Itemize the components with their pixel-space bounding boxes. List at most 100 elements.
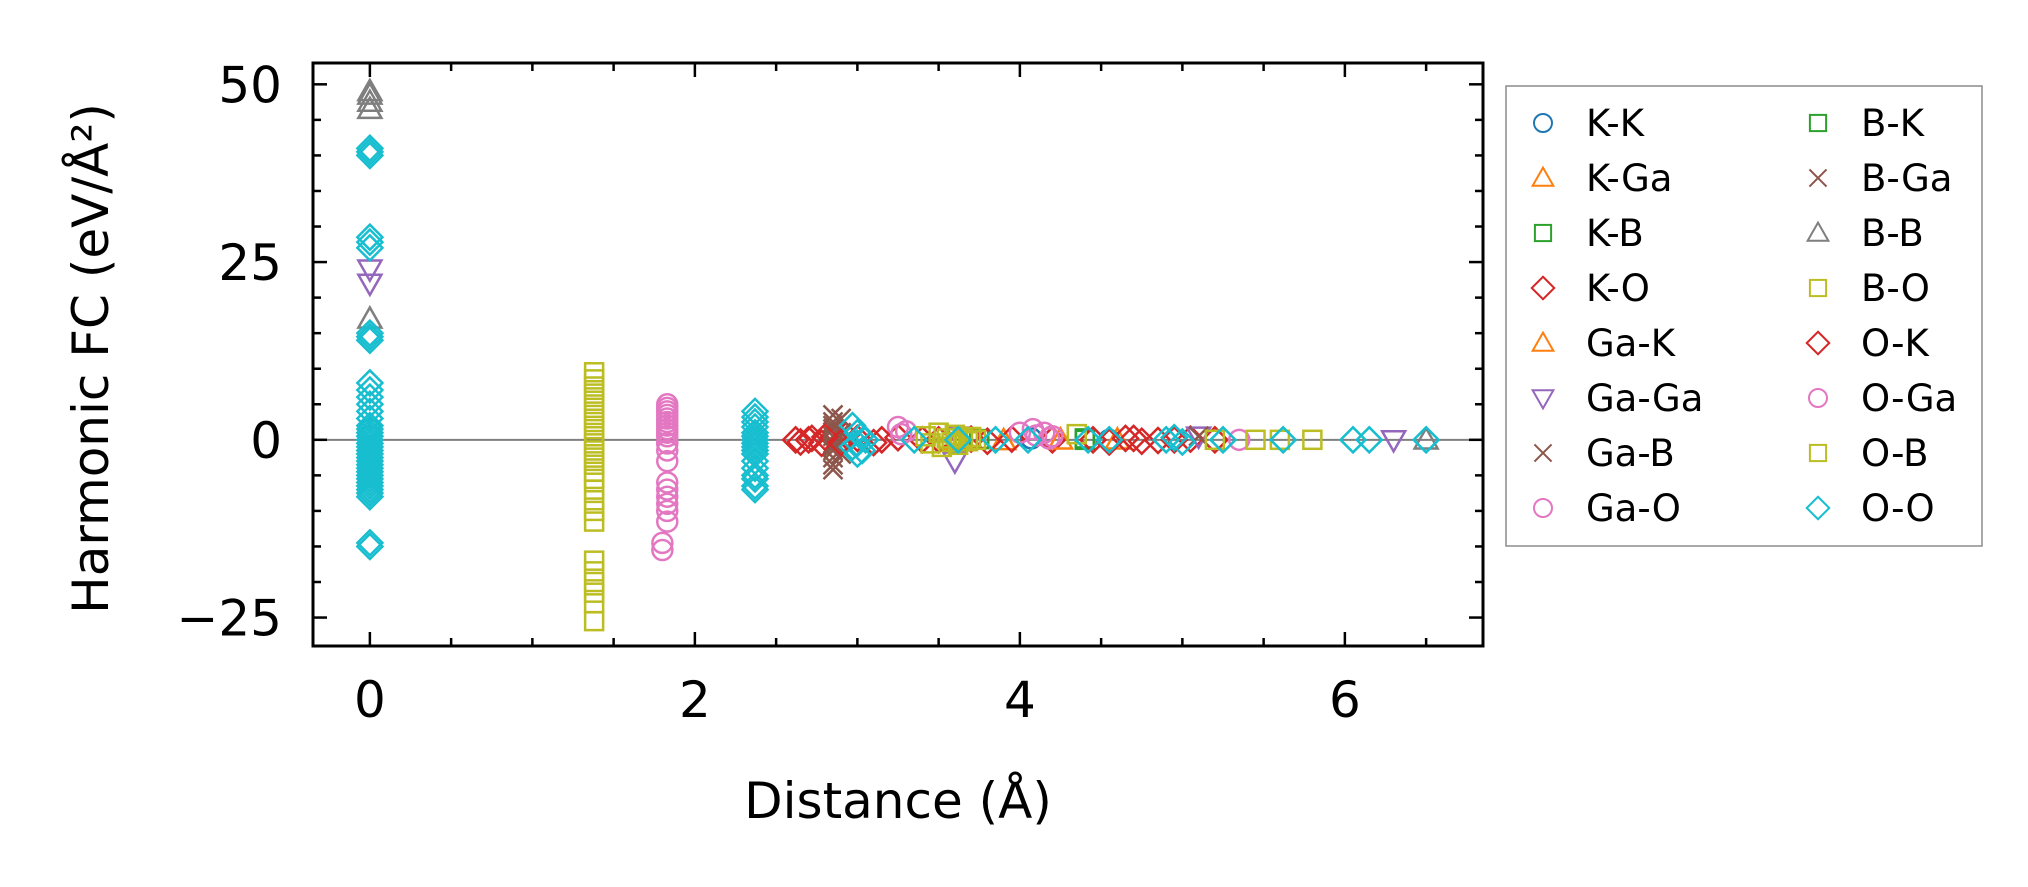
data-point [355, 134, 385, 163]
legend-marker [1533, 498, 1553, 518]
data-point [583, 500, 605, 522]
data-point [355, 414, 385, 444]
data-point [583, 571, 605, 593]
data-point [656, 478, 679, 501]
data-point [1302, 429, 1323, 451]
data-point [583, 582, 605, 603]
data-point [1354, 425, 1384, 455]
data-point [943, 425, 973, 455]
data-point [355, 468, 385, 497]
legend-marker [1805, 330, 1831, 356]
data-point [1168, 427, 1197, 457]
data-point [656, 449, 679, 473]
legend-entry: B-K [1808, 102, 1926, 145]
data-point [1159, 425, 1189, 455]
legend-marker [1805, 495, 1831, 521]
legend-label: O-K [1861, 322, 1931, 365]
legend-marker [1530, 275, 1556, 301]
legend-marker [1533, 443, 1553, 463]
y-tick-label: 50 [218, 56, 282, 114]
data-point [656, 499, 679, 523]
legend-label: B-Ga [1861, 157, 1952, 200]
legend-entry: Ga-O [1533, 487, 1681, 530]
data-point [355, 461, 385, 490]
data-point [583, 561, 605, 582]
data-point [851, 425, 880, 455]
data-point [1245, 429, 1266, 451]
legend-label: K-K [1586, 102, 1646, 145]
data-point [740, 475, 770, 504]
legend-label: Ga-O [1586, 487, 1681, 530]
series-o-o [355, 134, 1441, 561]
data-point [583, 550, 605, 571]
data-point [1041, 425, 1064, 448]
series-b-o [583, 362, 605, 632]
data-point [651, 538, 674, 562]
legend-marker [1530, 389, 1556, 411]
data-point [1046, 425, 1075, 450]
legend-entry: O-K [1805, 322, 1931, 365]
data-point [1412, 425, 1440, 450]
legend-entry: B-B [1805, 212, 1924, 255]
data-point [1073, 425, 1103, 455]
series-b-b [356, 77, 1440, 450]
data-point [356, 80, 384, 105]
data-point [1066, 423, 1087, 445]
data-point [355, 322, 385, 351]
legend-entry: B-Ga [1808, 157, 1952, 200]
legend-entry: K-K [1533, 102, 1646, 145]
legend-marker [1533, 223, 1553, 243]
data-point [583, 479, 605, 500]
series-ga-o [651, 393, 1251, 562]
data-point [810, 422, 840, 452]
data-point [838, 432, 867, 462]
legend-marker [1533, 113, 1553, 133]
data-point [355, 532, 385, 561]
data-point [1228, 428, 1251, 452]
data-point [656, 471, 679, 494]
data-point [656, 510, 679, 533]
data-point [355, 382, 385, 412]
data-point [583, 610, 605, 632]
data-point [355, 222, 385, 252]
data-markers [355, 77, 1441, 632]
data-point [915, 426, 936, 447]
data-point [1184, 426, 1213, 451]
data-point [822, 454, 844, 476]
data-point [740, 461, 770, 490]
data-point [1204, 429, 1226, 451]
data-point [838, 411, 867, 440]
data-point [781, 425, 810, 455]
data-point [355, 528, 385, 558]
data-point [355, 464, 385, 494]
data-point [1094, 425, 1124, 455]
data-point [356, 273, 384, 298]
legend-entry: B-O [1808, 267, 1930, 310]
data-point [355, 436, 385, 465]
data-point [355, 475, 385, 504]
legend-label: Ga-Ga [1586, 377, 1703, 420]
y-tick-label: −25 [176, 590, 282, 648]
data-point [899, 425, 929, 455]
legend-entry: O-Ga [1808, 377, 1957, 420]
data-point [1411, 425, 1441, 455]
data-point [960, 426, 982, 448]
data-point [786, 427, 815, 457]
data-point [355, 471, 385, 501]
legend-entry: K-Ga [1530, 157, 1672, 200]
legend-label: O-O [1861, 487, 1935, 530]
data-point [740, 432, 770, 462]
data-point [1038, 425, 1067, 455]
legend-label: Ga-K [1586, 322, 1677, 365]
legend-label: Ga-B [1586, 432, 1675, 475]
data-point [355, 137, 385, 167]
data-point [822, 459, 844, 481]
data-point [355, 141, 385, 170]
legend-marker [1808, 113, 1828, 133]
legend-entry: K-O [1530, 267, 1650, 310]
data-point [794, 425, 823, 455]
data-point [740, 453, 770, 483]
data-point [355, 368, 385, 398]
x-tick-label: 6 [1329, 671, 1361, 729]
